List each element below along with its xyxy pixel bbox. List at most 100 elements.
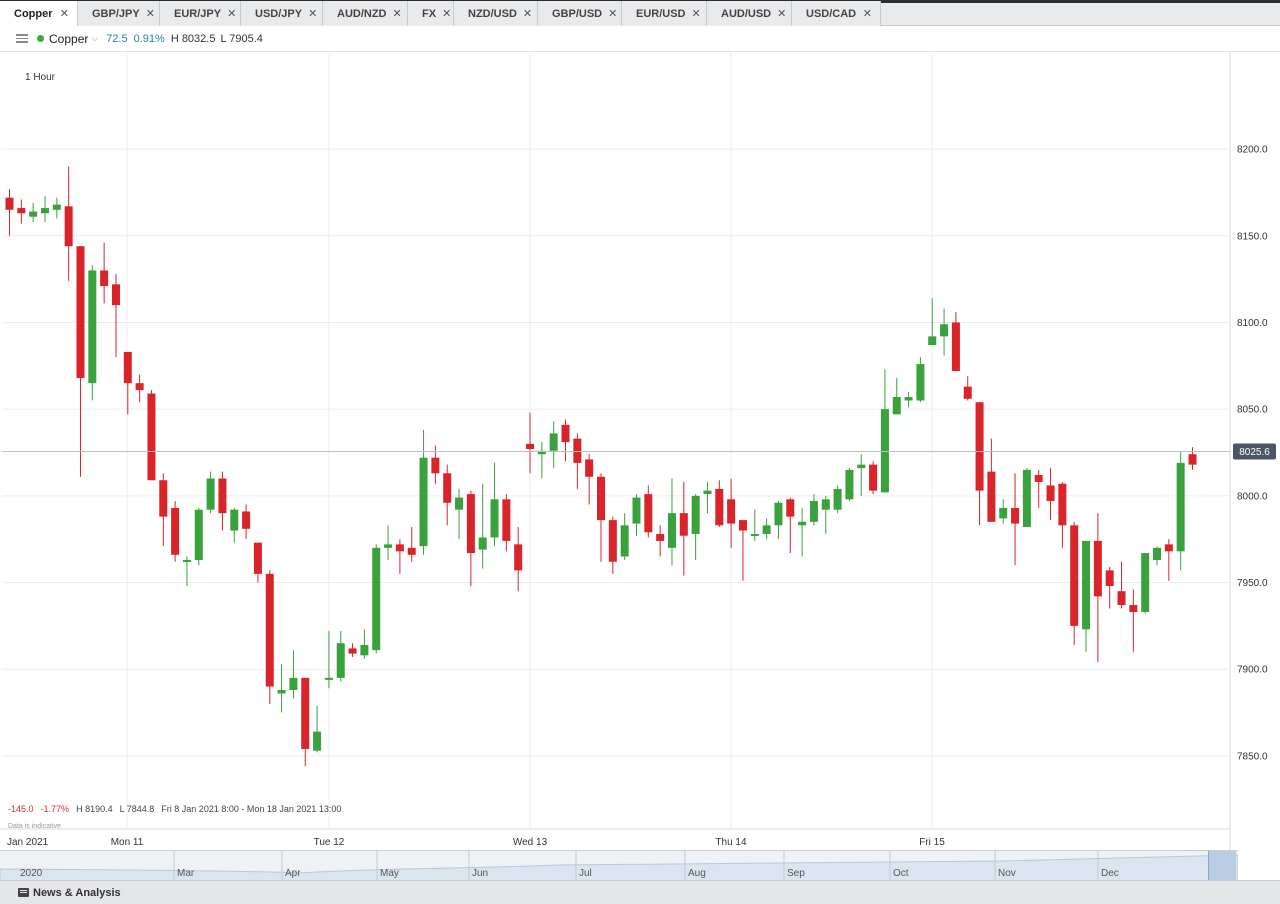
- candle-body: [727, 499, 736, 524]
- candle-body: [644, 494, 653, 533]
- close-tab-icon[interactable]: ✕: [227, 8, 237, 20]
- close-tab-icon[interactable]: ✕: [308, 8, 318, 20]
- candle-body: [963, 386, 972, 399]
- tab-copper[interactable]: Copper ✕: [0, 1, 78, 26]
- tab-eur-usd[interactable]: EUR/USD ✕: [622, 1, 707, 26]
- candle-body: [987, 471, 996, 522]
- candle-body: [514, 544, 523, 571]
- candle-body: [549, 433, 558, 451]
- close-tab-icon[interactable]: ✕: [442, 8, 452, 20]
- candle-body: [289, 677, 298, 691]
- navigator-label: Dec: [1101, 868, 1119, 879]
- candle-body: [798, 521, 807, 526]
- close-tab-icon[interactable]: ✕: [392, 8, 402, 20]
- tab-label: NZD/USD: [468, 7, 517, 20]
- candle-body: [123, 351, 132, 384]
- tab-gbp-jpy[interactable]: GBP/JPY ✕: [78, 1, 160, 26]
- candlestick-chart[interactable]: 7850.0 7900.0 7950.0 8000.0 8050.0 8100.0 8150…: [0, 52, 1280, 850]
- candle-body: [466, 494, 475, 554]
- interval-label[interactable]: 1 Hour: [25, 72, 56, 83]
- candle-body: [29, 211, 38, 217]
- candle-body: [597, 476, 605, 521]
- close-tab-icon[interactable]: ✕: [691, 8, 701, 20]
- close-tab-icon[interactable]: ✕: [522, 8, 533, 20]
- instrument-name[interactable]: Copper: [49, 31, 89, 46]
- range-change-percent: -1.77%: [40, 804, 70, 814]
- candle-body: [786, 499, 795, 517]
- candle-body: [218, 478, 227, 514]
- candle-body: [17, 208, 26, 214]
- tab-aud-usd[interactable]: AUD/USD ✕: [707, 1, 792, 26]
- navigator-label: Oct: [893, 868, 909, 879]
- tab-gbp-usd[interactable]: GBP/USD ✕: [538, 1, 622, 26]
- close-tab-icon[interactable]: ✕: [777, 8, 787, 20]
- candle-body: [892, 397, 901, 415]
- candle-body: [324, 677, 333, 680]
- news-icon: [18, 888, 29, 897]
- candle-body: [360, 644, 369, 656]
- candle-body: [1129, 605, 1138, 612]
- price-change: 72.5: [106, 32, 128, 45]
- candle-body: [1153, 547, 1162, 560]
- candle-body: [253, 542, 262, 574]
- candle-body: [230, 509, 239, 531]
- candle-body: [561, 424, 570, 443]
- tab-label: USD/CAD: [806, 7, 857, 20]
- candle-body: [407, 547, 416, 555]
- menu-icon[interactable]: [16, 34, 28, 43]
- y-tick-label: 8050.0: [1237, 405, 1268, 416]
- tab-eur-jpy[interactable]: EUR/JPY ✕: [160, 1, 241, 26]
- close-tab-icon[interactable]: ✕: [59, 8, 69, 20]
- candle-body: [159, 480, 168, 517]
- y-tick-label: 7900.0: [1237, 665, 1268, 676]
- indicative-note: Data is indicative: [8, 823, 61, 830]
- chart-navigator[interactable]: 2020 Mar Apr May Jun Jul Aug Sep Oct Nov Dec: [0, 850, 1238, 881]
- candle-body: [301, 677, 310, 749]
- market-status-dot-icon: [37, 35, 44, 42]
- footer-bar: News & Analysis: [0, 880, 1280, 904]
- candle-body: [857, 464, 866, 469]
- x-tick-label: Thu 14: [715, 837, 747, 848]
- candle-body: [833, 488, 842, 510]
- candle-body: [916, 364, 925, 401]
- candle-body: [502, 499, 511, 541]
- navigator-label: Apr: [285, 868, 301, 879]
- candle-body: [88, 270, 97, 384]
- candle-body: [762, 525, 771, 534]
- candle-body: [182, 559, 191, 562]
- tab-label: GBP/JPY: [92, 7, 140, 20]
- candle-body: [1176, 462, 1185, 552]
- candle-body: [1141, 553, 1150, 612]
- candle-body: [703, 490, 712, 495]
- candle-body: [1082, 540, 1091, 630]
- price-change-percent: 0.91%: [133, 32, 165, 45]
- candle-body: [348, 648, 357, 654]
- tab-nzd-usd[interactable]: NZD/USD ✕: [454, 1, 538, 26]
- navigator-handle[interactable]: [1208, 851, 1236, 880]
- tab-label: EUR/JPY: [174, 7, 222, 20]
- close-tab-icon[interactable]: ✕: [608, 8, 618, 20]
- price-chart[interactable]: 7850.0 7900.0 7950.0 8000.0 8050.0 8100.0 8150…: [0, 52, 1280, 850]
- candle-body: [774, 502, 783, 526]
- tab-aud-nzd[interactable]: AUD/NZD ✕: [323, 1, 408, 26]
- news-analysis-link[interactable]: News & Analysis: [33, 886, 121, 899]
- navigator-label: Sep: [787, 868, 805, 879]
- chevron-down-icon[interactable]: ⌵: [91, 33, 99, 43]
- close-tab-icon[interactable]: ✕: [862, 8, 872, 20]
- candle-body: [975, 402, 984, 491]
- candle-body: [490, 499, 499, 538]
- current-price-badge: [1233, 443, 1276, 460]
- candle-body: [1022, 469, 1031, 528]
- tab-label: Copper: [14, 7, 53, 20]
- tab-label: AUD/NZD: [337, 7, 387, 20]
- navigator-track[interactable]: 2020 Mar Apr May Jun Jul Aug Sep Oct Nov Dec: [0, 851, 1238, 881]
- tab-label: EUR/USD: [636, 7, 686, 20]
- tab-fx[interactable]: FX ✕: [408, 1, 454, 26]
- tab-usd-cad[interactable]: USD/CAD ✕: [792, 1, 881, 26]
- tab-usd-jpy[interactable]: USD/JPY ✕: [241, 1, 323, 26]
- candle-body: [691, 495, 700, 534]
- navigator-label: Nov: [998, 868, 1016, 879]
- close-tab-icon[interactable]: ✕: [145, 8, 155, 20]
- y-tick-label: 8000.0: [1237, 491, 1268, 502]
